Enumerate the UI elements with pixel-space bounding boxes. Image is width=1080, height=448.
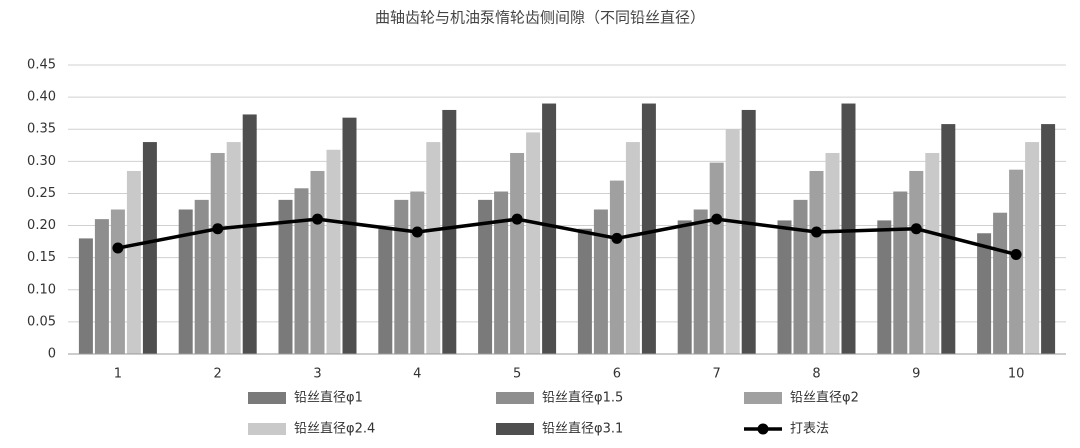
bar [442, 109, 457, 354]
x-tick-label: 1 [114, 367, 122, 382]
line-marker [511, 213, 523, 225]
x-tick-label: 6 [613, 367, 621, 382]
bar [741, 109, 756, 354]
bar [526, 132, 541, 354]
legend-swatch [248, 423, 286, 435]
y-tick-label: 0.45 [27, 58, 56, 73]
y-tick-label: 0.25 [27, 186, 56, 201]
bar [777, 220, 792, 354]
legend-swatch [744, 392, 782, 404]
bar [677, 220, 692, 354]
bar [841, 103, 856, 355]
bar [326, 149, 341, 354]
y-tick-label: 0.15 [27, 250, 56, 265]
x-tick-label: 2 [214, 367, 222, 382]
bar [126, 170, 141, 354]
y-tick-label: 0 [48, 347, 56, 362]
bar [494, 191, 509, 354]
line-marker [411, 226, 423, 238]
bar [993, 212, 1008, 354]
y-tick-label: 0.30 [27, 154, 56, 169]
bar [310, 170, 325, 354]
line [117, 217, 1017, 257]
legend-swatch [496, 423, 534, 435]
bar [194, 199, 209, 354]
x-tick-label: 3 [313, 367, 321, 382]
x-tick-label: 5 [513, 367, 521, 382]
bar [210, 152, 225, 354]
line-marker [611, 232, 623, 244]
x-tick-label: 4 [413, 367, 421, 382]
line-marker [212, 223, 224, 235]
bar [625, 142, 640, 354]
legend-label: 铅丝直径φ3.1 [542, 422, 623, 437]
bar [793, 199, 808, 354]
bar [893, 191, 908, 354]
bar [94, 219, 109, 354]
bar [977, 233, 992, 354]
bar [1009, 169, 1024, 354]
line-marker [1010, 248, 1022, 260]
bar [142, 142, 157, 354]
bar [693, 209, 708, 354]
bar [278, 199, 293, 354]
bar [410, 191, 425, 354]
bar [178, 209, 193, 354]
legend-label: 铅丝直径φ1.5 [542, 391, 623, 406]
bar [342, 117, 357, 354]
y-tick-label: 0.35 [27, 122, 56, 137]
bar [909, 170, 924, 354]
x-tick-label: 9 [912, 367, 920, 382]
bar [1025, 142, 1040, 354]
bar [478, 199, 493, 354]
line-marker [910, 223, 922, 235]
legend-swatch [248, 392, 286, 404]
bar [226, 142, 241, 354]
bar [593, 209, 608, 354]
bar [641, 103, 656, 355]
bar [378, 228, 393, 354]
y-tick-label: 0.40 [27, 90, 56, 105]
bar [510, 152, 525, 354]
legend-label: 打表法 [790, 422, 829, 437]
bar [725, 129, 740, 354]
legend-label: 铅丝直径φ2 [790, 391, 859, 406]
line-marker [711, 213, 723, 225]
bar [1041, 124, 1056, 354]
bar [78, 238, 93, 354]
bar [825, 152, 840, 354]
legend-label: 铅丝直径φ2.4 [294, 422, 375, 437]
y-tick-label: 0.20 [27, 218, 56, 233]
bar [809, 170, 824, 354]
bar [609, 180, 624, 354]
bar [877, 220, 892, 354]
bar [709, 162, 724, 354]
legend-swatch [757, 423, 769, 435]
bar [925, 152, 940, 354]
line-marker [112, 242, 124, 254]
bar [426, 142, 441, 354]
bar [941, 124, 956, 354]
x-tick-label: 7 [713, 367, 721, 382]
bar [577, 228, 592, 354]
legend-label: 铅丝直径φ1 [294, 391, 363, 406]
legend-swatch [496, 392, 534, 404]
x-tick-label: 10 [1008, 367, 1025, 382]
bar [294, 188, 309, 354]
bar [542, 103, 557, 355]
line-marker [811, 226, 822, 238]
y-tick-label: 0.05 [27, 314, 56, 329]
bar [394, 199, 409, 354]
bar [110, 209, 125, 354]
x-tick-label: 8 [812, 367, 820, 382]
line-marker [312, 213, 323, 225]
bar [242, 114, 257, 354]
y-tick-label: 0.10 [27, 282, 56, 297]
chart-title: 曲轴齿轮与机油泵惰轮齿侧间隙（不同铅丝直径） [375, 9, 705, 27]
